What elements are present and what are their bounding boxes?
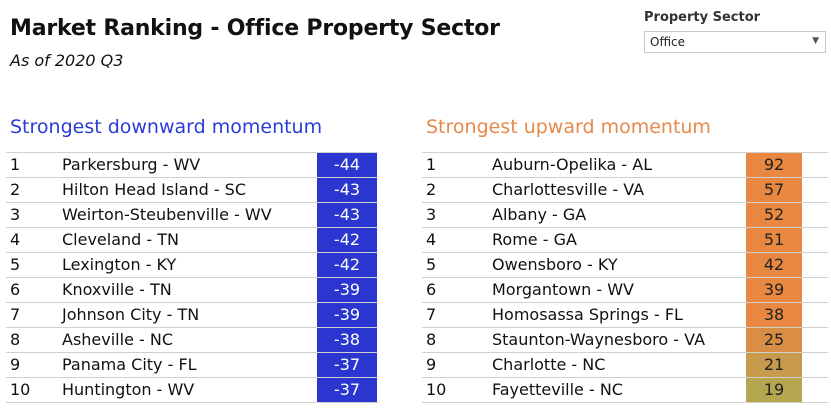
table-row[interactable]: 2 Hilton Head Island - SC -43 [6, 178, 378, 203]
table-row[interactable]: 6 Knoxville - TN -39 [6, 278, 378, 303]
rank-cell: 3 [426, 205, 437, 224]
market-cell: Weirton-Steubenville - WV [62, 205, 272, 224]
upward-momentum-table: 1 Auburn-Opelika - AL 92 2 Charlottesville … [422, 152, 828, 403]
market-cell: Owensboro - KY [492, 255, 618, 274]
momentum-value-cell[interactable]: 51 [746, 228, 802, 252]
table-row[interactable]: 8 Staunton-Waynesboro - VA 25 [422, 328, 828, 353]
page-title: Market Ranking - Office Property Sector [10, 16, 500, 41]
momentum-value-cell[interactable]: -43 [317, 203, 377, 227]
chevron-down-icon[interactable]: ▼ [812, 36, 819, 46]
momentum-value-cell[interactable]: -43 [317, 178, 377, 202]
market-cell: Parkersburg - WV [62, 155, 201, 174]
momentum-value-cell[interactable]: 57 [746, 178, 802, 202]
table-row[interactable]: 4 Rome - GA 51 [422, 228, 828, 253]
market-cell: Knoxville - TN [62, 280, 172, 299]
rank-cell: 1 [10, 155, 21, 174]
market-cell: Morgantown - WV [492, 280, 634, 299]
rank-cell: 2 [10, 180, 21, 199]
table-row[interactable]: 5 Lexington - KY -42 [6, 253, 378, 278]
table-row[interactable]: 9 Panama City - FL -37 [6, 353, 378, 378]
momentum-value-cell[interactable]: -37 [317, 378, 377, 402]
market-cell: Staunton-Waynesboro - VA [492, 330, 706, 349]
market-cell: Lexington - KY [62, 255, 177, 274]
momentum-value-cell[interactable]: 25 [746, 328, 802, 352]
rank-cell: 10 [10, 380, 31, 399]
rank-cell: 9 [426, 355, 437, 374]
property-sector-dropdown[interactable]: Office ▼ [644, 31, 826, 53]
rank-cell: 7 [426, 305, 437, 324]
rank-cell: 8 [426, 330, 437, 349]
rank-cell: 7 [10, 305, 21, 324]
table-row[interactable]: 8 Asheville - NC -38 [6, 328, 378, 353]
momentum-value-cell[interactable]: -39 [317, 278, 377, 302]
downward-momentum-table: 1 Parkersburg - WV -44 2 Hilton Head Island… [6, 152, 378, 403]
table-row[interactable]: 10 Fayetteville - NC 19 [422, 378, 828, 403]
momentum-value-cell[interactable]: 92 [746, 153, 802, 177]
momentum-value-cell[interactable]: -37 [317, 353, 377, 377]
rank-cell: 1 [426, 155, 437, 174]
page-subtitle: As of 2020 Q3 [10, 51, 124, 70]
table-row[interactable]: 7 Homosassa Springs - FL 38 [422, 303, 828, 328]
rank-cell: 2 [426, 180, 437, 199]
market-cell: Huntington - WV [62, 380, 195, 399]
downward-momentum-title: Strongest downward momentum [10, 116, 323, 138]
table-row[interactable]: 9 Charlotte - NC 21 [422, 353, 828, 378]
market-cell: Charlottesville - VA [492, 180, 645, 199]
market-cell: Cleveland - TN [62, 230, 180, 249]
market-cell: Hilton Head Island - SC [62, 180, 247, 199]
table-row[interactable]: 2 Charlottesville - VA 57 [422, 178, 828, 203]
rank-cell: 5 [426, 255, 437, 274]
market-cell: Fayetteville - NC [492, 380, 623, 399]
momentum-value-cell[interactable]: 42 [746, 253, 802, 277]
momentum-value-cell[interactable]: 52 [746, 203, 802, 227]
momentum-value-cell[interactable]: -44 [317, 153, 377, 177]
momentum-value-cell[interactable]: -39 [317, 303, 377, 327]
momentum-value-cell[interactable]: 38 [746, 303, 802, 327]
table-row[interactable]: 6 Morgantown - WV 39 [422, 278, 828, 303]
property-sector-selected-value: Office [650, 35, 686, 49]
rank-cell: 8 [10, 330, 21, 349]
table-row[interactable]: 3 Albany - GA 52 [422, 203, 828, 228]
market-cell: Johnson City - TN [62, 305, 200, 324]
momentum-value-cell[interactable]: 19 [746, 378, 802, 402]
momentum-value-cell[interactable]: -42 [317, 253, 377, 277]
rank-cell: 4 [426, 230, 437, 249]
momentum-value-cell[interactable]: -42 [317, 228, 377, 252]
momentum-value-cell[interactable]: 21 [746, 353, 802, 377]
rank-cell: 10 [426, 380, 447, 399]
property-sector-label: Property Sector [644, 10, 761, 25]
rank-cell: 6 [10, 280, 21, 299]
rank-cell: 3 [10, 205, 21, 224]
table-row[interactable]: 5 Owensboro - KY 42 [422, 253, 828, 278]
rank-cell: 5 [10, 255, 21, 274]
market-cell: Auburn-Opelika - AL [492, 155, 653, 174]
upward-momentum-title: Strongest upward momentum [426, 116, 711, 138]
table-row[interactable]: 3 Weirton-Steubenville - WV -43 [6, 203, 378, 228]
rank-cell: 9 [10, 355, 21, 374]
table-row[interactable]: 10 Huntington - WV -37 [6, 378, 378, 403]
market-cell: Panama City - FL [62, 355, 197, 374]
table-row[interactable]: 4 Cleveland - TN -42 [6, 228, 378, 253]
rank-cell: 6 [426, 280, 437, 299]
market-cell: Asheville - NC [62, 330, 173, 349]
property-sector-filter: Property Sector Office ▼ [644, 10, 828, 53]
market-cell: Charlotte - NC [492, 355, 606, 374]
market-cell: Homosassa Springs - FL [492, 305, 683, 324]
market-cell: Albany - GA [492, 205, 587, 224]
market-cell: Rome - GA [492, 230, 577, 249]
momentum-value-cell[interactable]: -38 [317, 328, 377, 352]
table-row[interactable]: 1 Parkersburg - WV -44 [6, 153, 378, 178]
table-row[interactable]: 7 Johnson City - TN -39 [6, 303, 378, 328]
rank-cell: 4 [10, 230, 21, 249]
table-row[interactable]: 1 Auburn-Opelika - AL 92 [422, 153, 828, 178]
momentum-value-cell[interactable]: 39 [746, 278, 802, 302]
